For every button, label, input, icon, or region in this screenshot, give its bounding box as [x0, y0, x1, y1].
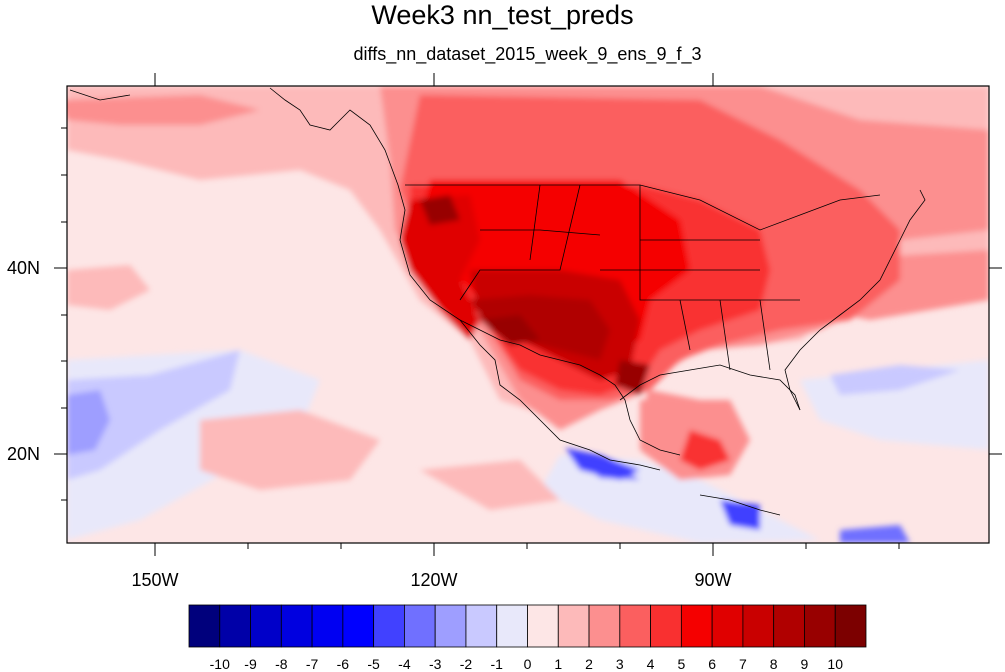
colorbar-tick-label: 3	[615, 656, 624, 672]
plot-subtitle: diffs_nn_dataset_2015_week_9_ens_9_f_3	[353, 44, 702, 64]
colorbar-swatch	[434, 604, 467, 648]
colorbar-tick-label: -1	[490, 656, 503, 672]
coastlines	[69, 87, 926, 516]
colorbar-tick-label: -2	[459, 656, 473, 672]
colorbar-swatch	[680, 604, 713, 648]
colorbar-tick-label: 5	[677, 656, 686, 672]
colorbar-swatch	[280, 604, 313, 648]
lat-label-40n: 40N	[6, 258, 40, 278]
colorbar-swatch	[650, 604, 682, 648]
colorbar-tick-label: 1	[554, 656, 563, 672]
colorbar-swatch	[711, 604, 744, 648]
colorbar-tick-label: -9	[244, 656, 257, 672]
colorbar-tick-label: -8	[275, 656, 288, 672]
colorbar-tick-label: -3	[428, 656, 442, 672]
colorbar-swatch	[742, 604, 775, 648]
colorbar-tick-label: 7	[739, 656, 747, 672]
colorbar-tick-label: -4	[398, 656, 411, 672]
colorbar-swatch	[250, 604, 282, 648]
colorbar-swatch	[342, 604, 375, 648]
colorbar-swatch	[557, 604, 590, 648]
colorbar-tick-label: 0	[523, 656, 532, 672]
colorbar-tick-label: -6	[336, 656, 350, 672]
colorbar-tick-label: 4	[646, 656, 655, 672]
colorbar-swatch	[311, 604, 344, 648]
colorbar-swatch	[834, 604, 867, 648]
colorbar-tick-label: 2	[585, 656, 593, 672]
colorbar-swatch	[219, 604, 251, 648]
lon-label-120w: 120W	[410, 570, 458, 590]
colorbar-tick-label: -10	[209, 656, 230, 672]
lon-label-90w: 90W	[694, 570, 732, 590]
colorbar-swatch	[588, 604, 621, 648]
colorbar-swatch	[527, 604, 559, 648]
colorbar-tick-label: 10	[827, 656, 843, 672]
colorbar-swatch	[465, 604, 498, 648]
colorbar-swatch	[619, 604, 651, 648]
colorbar-swatch	[373, 604, 405, 648]
colorbar-swatch	[404, 604, 436, 648]
lat-label-20n: 20N	[6, 444, 40, 464]
colorbar-tick-label: 8	[769, 656, 778, 672]
axis-ticks	[54, 73, 1002, 556]
colorbar-swatch	[496, 604, 528, 648]
colorbar-swatch	[773, 604, 805, 648]
colorbar-tick-label: -5	[367, 656, 380, 672]
lon-label-150w: 150W	[131, 570, 179, 590]
colorbar-tick-label: -7	[305, 656, 319, 672]
colorbar-swatch	[188, 604, 221, 648]
colorbar-tick-label: 9	[800, 656, 809, 672]
colorbar-swatch	[804, 604, 836, 648]
colorbar-tick-label: 6	[708, 656, 717, 672]
plot-title: Week3 nn_test_preds	[371, 0, 634, 30]
